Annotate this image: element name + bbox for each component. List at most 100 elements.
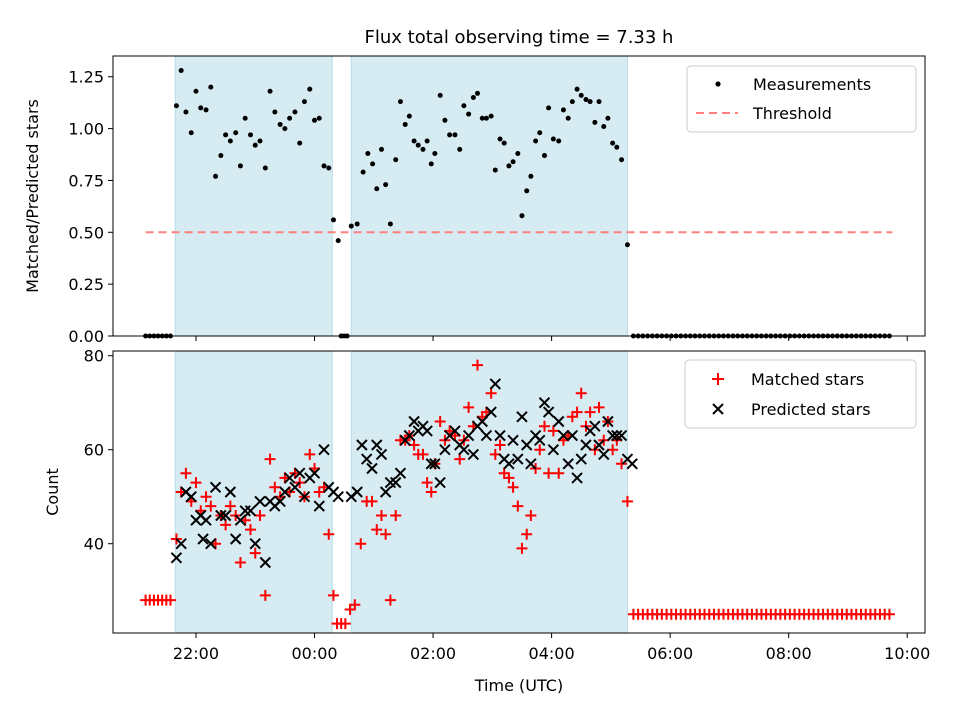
predicted-star-point bbox=[566, 429, 579, 442]
top-shaded-bands bbox=[174, 55, 628, 337]
top-x-ticks bbox=[195, 336, 908, 341]
predicted-star-point bbox=[615, 429, 628, 442]
measurement-point bbox=[515, 150, 521, 156]
matched-star-point bbox=[421, 477, 433, 489]
measurement-point bbox=[267, 88, 273, 94]
legend-predicted-marker bbox=[712, 403, 724, 415]
predicted-star-point bbox=[507, 434, 519, 447]
measurement-point bbox=[208, 84, 214, 90]
x-tick-label-3: 04:00 bbox=[529, 644, 575, 663]
matched-star-point bbox=[417, 448, 429, 460]
bottom-legend-box bbox=[684, 359, 917, 429]
bottom-legend: Matched stars Predicted stars bbox=[684, 359, 917, 429]
matched-star-point bbox=[323, 528, 335, 540]
measurement-point bbox=[475, 90, 481, 96]
predicted-star-point bbox=[547, 443, 560, 456]
matched-star-point bbox=[463, 401, 475, 413]
measurement-point bbox=[183, 109, 189, 115]
predicted-star-point bbox=[229, 533, 242, 545]
measurement-point bbox=[432, 150, 438, 156]
predicted-star-point bbox=[462, 429, 475, 442]
matched-star-point bbox=[349, 599, 361, 611]
measurement-point bbox=[624, 242, 630, 248]
measurement-point bbox=[524, 188, 530, 194]
matched-star-point bbox=[234, 557, 246, 568]
matched-star-point bbox=[571, 406, 583, 418]
legend-measurements-marker bbox=[715, 81, 721, 87]
predicted-star-point bbox=[298, 490, 311, 503]
measurement-point bbox=[188, 130, 194, 136]
matched-star-point bbox=[566, 411, 578, 423]
predicted-star-point bbox=[205, 537, 217, 550]
predicted-star-point bbox=[200, 514, 212, 526]
measurement-point bbox=[619, 157, 625, 163]
legend-measurements-label: Measurements bbox=[753, 75, 871, 94]
predicted-star-point bbox=[439, 443, 451, 456]
predicted-star-point bbox=[408, 415, 420, 428]
measurement-point bbox=[537, 130, 543, 136]
predicted-star-point bbox=[593, 439, 605, 451]
measurement-point bbox=[397, 99, 403, 105]
measurement-point bbox=[213, 173, 219, 179]
predicted-star-point bbox=[602, 415, 614, 428]
measurement-point bbox=[178, 68, 184, 74]
matched-star-point bbox=[485, 387, 497, 399]
top-legend: Measurements Threshold bbox=[686, 65, 917, 133]
predicted-star-point bbox=[557, 429, 570, 442]
predicted-star-point bbox=[366, 462, 378, 475]
legend-predicted-label: Predicted stars bbox=[751, 400, 871, 419]
predicted-star-point bbox=[611, 429, 623, 442]
measurement-point bbox=[457, 146, 463, 152]
matched-star-point bbox=[538, 420, 550, 432]
matched-star-point bbox=[254, 510, 266, 521]
matched-star-point bbox=[224, 500, 236, 512]
measurement-point bbox=[277, 121, 283, 127]
predicted-star-points bbox=[170, 378, 638, 569]
matched-star-point bbox=[521, 528, 533, 540]
predicted-star-point bbox=[580, 439, 592, 451]
predicted-star-point bbox=[589, 420, 601, 432]
predicted-star-point bbox=[520, 439, 533, 451]
predicted-star-point bbox=[403, 429, 416, 442]
measurement-point bbox=[330, 217, 336, 223]
bottom-axes-frame bbox=[112, 350, 926, 634]
predicted-star-point bbox=[421, 425, 433, 437]
predicted-star-point bbox=[553, 415, 565, 428]
predicted-star-point bbox=[215, 509, 227, 522]
measurement-point bbox=[326, 165, 332, 171]
measurement-point bbox=[614, 144, 620, 150]
matched-star-point bbox=[344, 604, 356, 615]
measurement-point bbox=[546, 105, 552, 111]
predicted-star-point bbox=[197, 533, 209, 545]
measurement-point bbox=[596, 99, 602, 105]
measurement-point bbox=[272, 109, 278, 115]
measurement-point bbox=[447, 132, 453, 138]
bottom-x-axis: 22:00 00:00 02:00 04:00 06:00 08:00 10:00 bbox=[173, 633, 930, 663]
measurement-point bbox=[424, 138, 430, 144]
matched-star-point bbox=[425, 486, 437, 498]
predicted-star-point bbox=[279, 486, 291, 498]
predicted-star-point bbox=[175, 537, 187, 550]
matched-star-point bbox=[454, 453, 466, 465]
measurement-point bbox=[501, 140, 507, 146]
predicted-star-point bbox=[516, 411, 528, 423]
shaded-band-0 bbox=[174, 55, 333, 337]
predicted-star-point bbox=[274, 495, 286, 508]
measurement-point bbox=[420, 146, 426, 152]
predicted-star-point bbox=[394, 467, 407, 479]
matched-star-point bbox=[304, 448, 316, 460]
matched-star-point bbox=[269, 481, 281, 493]
predicted-star-point bbox=[259, 556, 272, 569]
x-tick-label-1: 00:00 bbox=[291, 644, 337, 663]
bottom-y-axis-label: Count bbox=[43, 468, 62, 516]
measurement-point bbox=[470, 94, 476, 100]
matched-star-point bbox=[259, 589, 271, 601]
matched-star-point bbox=[164, 594, 176, 606]
measurement-point bbox=[452, 132, 458, 138]
measurement-point bbox=[297, 140, 303, 146]
y-tick-label-4: 1.00 bbox=[68, 120, 104, 139]
legend-matched-label: Matched stars bbox=[751, 370, 864, 389]
predicted-star-point bbox=[185, 490, 197, 503]
matched-star-point bbox=[264, 453, 276, 465]
